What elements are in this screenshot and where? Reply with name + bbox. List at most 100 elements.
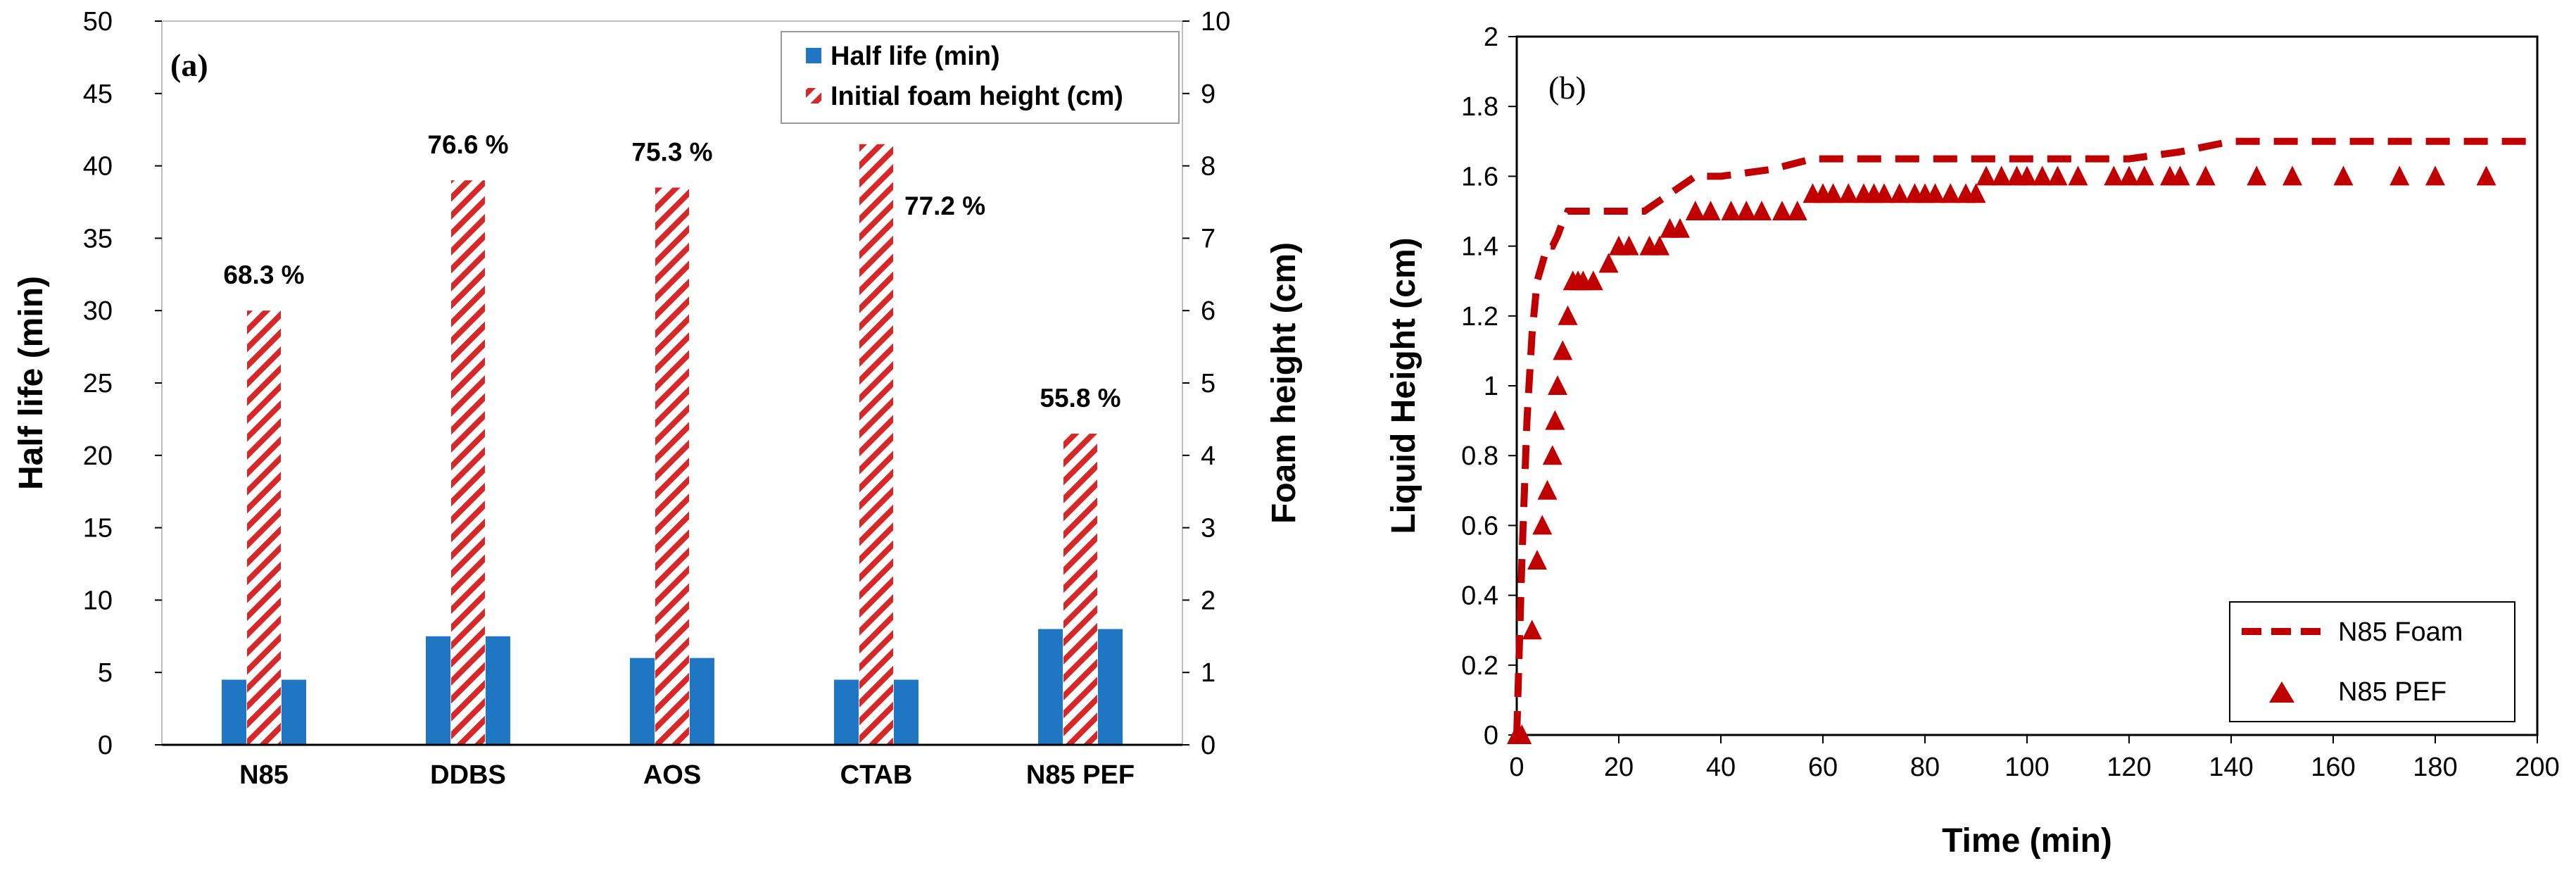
y-tick-label-right: 2 [1201,586,1216,615]
y-tick-label-right: 7 [1201,224,1216,253]
marker-n85-pef [2134,165,2154,186]
bar-half-life-left [834,679,859,745]
y-axis-label-left: Half life (min) [13,276,50,490]
category-label: N85 [239,760,289,790]
panel-label-a: (a) [170,47,208,83]
marker-n85-pef [1772,201,1792,220]
marker-n85-pef [1527,550,1547,570]
bar-half-life-left [1038,629,1063,745]
category-label: DDBS [430,760,506,790]
x-axis-label-b: Time (min) [1942,822,2112,860]
percent-label: 68.3 % [223,260,304,289]
x-tick-label-b: 20 [1604,753,1634,782]
marker-n85-pef [2047,165,2068,186]
legend-label-n85-foam: N85 Foam [2338,617,2463,647]
marker-n85-pef [1940,183,1961,203]
y-tick-label-left: 50 [83,7,113,37]
x-tick-label-b: 160 [2311,753,2355,782]
marker-n85-pef [2170,165,2190,186]
y-tick-label-right: 1 [1201,658,1216,688]
legend-label-foam: Initial foam height (cm) [831,82,1123,111]
y-tick-label-right: 6 [1201,296,1216,326]
x-tick-label-b: 80 [1910,753,1940,782]
bar-half-life-left [630,658,655,745]
y-tick-label-b: 0.6 [1461,511,1498,541]
marker-n85-pef [2104,165,2124,186]
y-tick-label-right: 0 [1201,731,1216,760]
marker-n85-pef [2425,165,2445,186]
marker-n85-pef [1966,183,1986,203]
y-tick-label-b: 0 [1484,721,1498,750]
y-tick-label-left: 40 [83,152,113,182]
x-tick-label-b: 120 [2107,753,2151,782]
legend-swatch-halflife [806,48,821,63]
y-tick-label-left: 35 [83,224,113,253]
y-tick-label-left: 30 [83,296,113,326]
y-tick-label-b: 0.8 [1461,441,1498,471]
marker-n85-pef [2017,165,2037,186]
marker-n85-pef [1542,445,1562,465]
y-axis-label-right: Foam height (cm) [1265,242,1303,524]
panel-label-b: (b) [1548,70,1586,106]
marker-n85-pef [1512,724,1532,744]
marker-n85-pef [1558,305,1578,325]
marker-n85-pef [2333,165,2354,186]
bar-foam-height [451,180,485,745]
legend-b: N85 Foam N85 PEF [2229,601,2515,722]
y-tick-label-left: 5 [98,658,113,688]
y-tick-label-b: 1.6 [1461,162,1498,191]
marker-n85-pef [1522,620,1542,640]
marker-n85-pef [1598,253,1619,273]
marker-n85-pef [1874,183,1894,203]
bar-foam-height [1063,433,1097,745]
marker-n85-pef [1721,201,1741,220]
x-tick-label-b: 140 [2209,753,2253,782]
y-tick-label-right: 9 [1201,80,1216,109]
y-tick-label-right: 5 [1201,369,1216,398]
legend-swatch-n85-pef [2269,681,2294,703]
series-line-n85-foam [1513,137,2537,736]
y-tick-label-b: 0.4 [1461,582,1498,611]
bar-half-life-left [426,636,450,745]
marker-n85-pef [1925,183,1945,203]
category-label: AOS [643,760,701,790]
marker-n85-pef [2247,165,2267,186]
marker-n85-pef [2119,165,2139,186]
bar-foam-height [655,187,689,745]
y-tick-label-left: 15 [83,514,113,543]
y-tick-label-right: 3 [1201,514,1216,543]
percent-label: 77.2 % [904,191,985,220]
x-tick-label-b: 100 [2004,753,2049,782]
marker-n85-pef [1583,270,1603,291]
y-tick-label-left: 10 [83,586,113,615]
marker-n85-pef [1752,201,1772,220]
marker-n85-pef [2032,165,2052,186]
legend-label-halflife: Half life (min) [831,42,1000,71]
legend-a: Half life (min) Initial foam height (cm) [781,31,1180,124]
bar-half-life-right [1098,629,1123,745]
bar-half-life-right [282,679,306,745]
marker-n85-pef [1889,183,1909,203]
x-tick-label-b: 200 [2515,753,2559,782]
marker-n85-pef [1548,375,1567,395]
x-tick-label-b: 180 [2413,753,2457,782]
percent-label: 55.8 % [1040,384,1120,413]
y-tick-label-b: 1.4 [1461,232,1498,262]
marker-n85-pef [1553,340,1573,360]
marker-n85-pef [1650,235,1669,256]
bar-foam-height [247,310,281,745]
y-tick-label-left: 20 [83,441,113,471]
bar-half-life-right [690,658,714,745]
marker-n85-pef [1736,201,1757,220]
percent-label: 76.6 % [427,130,508,159]
x-tick-label-b: 40 [1706,753,1736,782]
y-tick-label-left: 25 [83,369,113,398]
y-tick-label-b: 1.2 [1461,302,1498,332]
percent-label: 75.3 % [631,137,712,166]
x-tick-label-b: 0 [1509,753,1524,782]
category-label: N85 PEF [1026,760,1135,790]
y-tick-label-left: 0 [98,731,113,760]
y-tick-label-b: 1.8 [1461,92,1498,122]
